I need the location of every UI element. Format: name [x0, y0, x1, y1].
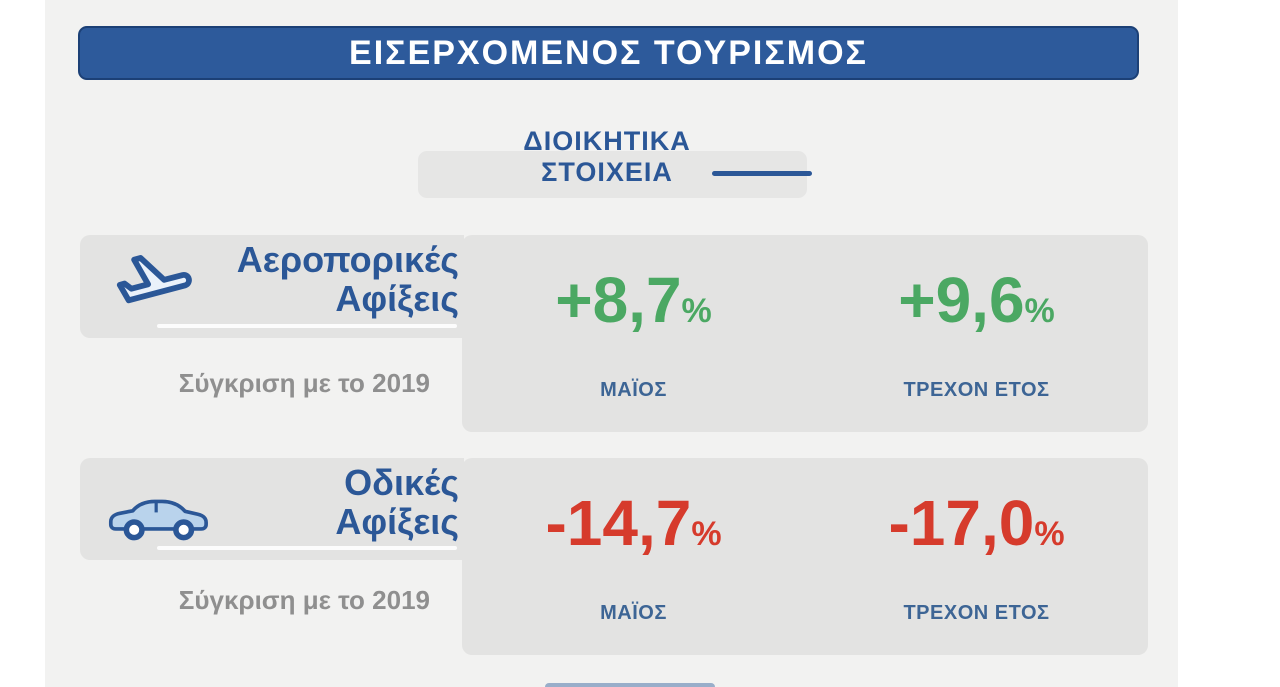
road-card-title: Οδικές Αφίξεις — [195, 463, 459, 541]
metric-label: ΤΡΕΧΟΝ ΕΤΟΣ — [903, 379, 1050, 401]
metric-label: ΤΡΕΧΟΝ ΕΤΟΣ — [903, 602, 1050, 624]
metric-value: -14,7% — [545, 488, 721, 569]
page-title: ΕΙΣΕΡΧΟΜΕΝΟΣ ΤΟΥΡΙΣΜΟΣ — [349, 33, 868, 72]
section-label: ΔΙΟΙΚΗΤΙΚΑ ΣΤΟΙΧΕΙΑ — [407, 126, 807, 188]
bottom-cutoff-banner — [545, 683, 715, 687]
section-underline — [712, 171, 812, 176]
metric-percent-sign: % — [691, 515, 722, 553]
road-metric-year: -17,0% ΤΡΕΧΟΝ ΕΤΟΣ — [805, 488, 1148, 655]
metric-number: -17,0 — [888, 487, 1035, 559]
metric-value: +9,6% — [898, 265, 1055, 346]
air-metric-month: +8,7% ΜΑΪΟΣ — [462, 265, 805, 432]
air-card-title: Αεροπορικές Αφίξεις — [195, 240, 459, 318]
comparison-note: Σύγκριση με το 2019 — [178, 368, 430, 398]
metric-percent-sign: % — [1034, 515, 1065, 553]
air-title-line2: Αφίξεις — [335, 278, 459, 319]
car-icon — [103, 488, 213, 546]
metric-number: +9,6 — [898, 264, 1025, 336]
comparison-note: Σύγκριση με το 2019 — [178, 585, 430, 615]
road-title-line1: Οδικές — [344, 462, 459, 503]
metric-label: ΜΑΪΟΣ — [600, 602, 667, 624]
metric-percent-sign: % — [681, 292, 712, 330]
air-title-line1: Αεροπορικές — [236, 239, 459, 280]
road-metric-month: -14,7% ΜΑΪΟΣ — [462, 488, 805, 655]
road-card-metrics-panel: -14,7% ΜΑΪΟΣ -17,0% ΤΡΕΧΟΝ ΕΤΟΣ — [462, 458, 1148, 655]
metric-number: -14,7 — [545, 487, 692, 559]
air-card-metrics-panel: +8,7% ΜΑΪΟΣ +9,6% ΤΡΕΧΟΝ ΕΤΟΣ — [462, 235, 1148, 432]
title-banner: ΕΙΣΕΡΧΟΜΕΝΟΣ ΤΟΥΡΙΣΜΟΣ — [78, 26, 1139, 80]
airplane-takeoff-icon — [100, 246, 212, 328]
metric-percent-sign: % — [1024, 292, 1055, 330]
section-label-line2: ΣΤΟΙΧΕΙΑ — [541, 157, 673, 187]
metric-value: -17,0% — [888, 488, 1064, 569]
metric-label: ΜΑΪΟΣ — [600, 379, 667, 401]
metric-value: +8,7% — [555, 265, 712, 346]
icon-underline — [157, 324, 457, 328]
section-label-line1: ΔΙΟΙΚΗΤΙΚΑ — [523, 126, 691, 156]
air-metric-year: +9,6% ΤΡΕΧΟΝ ΕΤΟΣ — [805, 265, 1148, 432]
infographic-canvas: ΕΙΣΕΡΧΟΜΕΝΟΣ ΤΟΥΡΙΣΜΟΣ ΔΙΟΙΚΗΤΙΚΑ ΣΤΟΙΧΕ… — [45, 0, 1178, 687]
metric-number: +8,7 — [555, 264, 682, 336]
road-title-line2: Αφίξεις — [335, 501, 459, 542]
icon-underline — [157, 546, 457, 550]
